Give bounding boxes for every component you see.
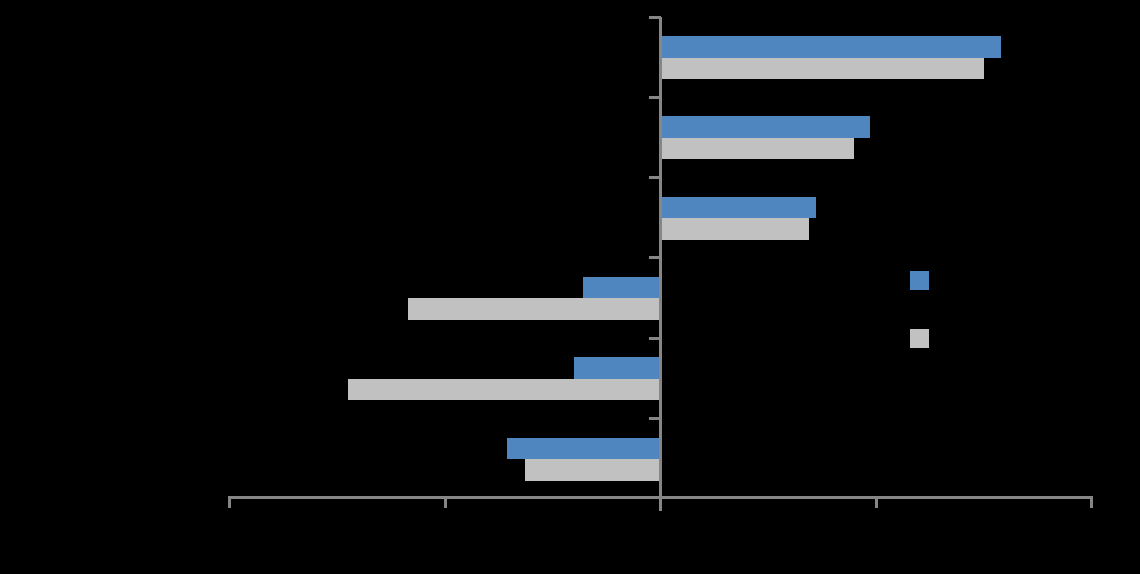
y-tick-3 [649,256,661,260]
x-tick-10 [874,499,878,508]
y-tick-0 [649,15,661,19]
x-axis-line [228,496,1093,499]
x-tick-20 [1090,499,1093,508]
y-axis-line [659,17,662,511]
bar-blue-cat0 [660,36,1001,58]
bar-gray-cat4 [348,378,661,401]
x-tick--10 [443,499,447,508]
x-tick--20 [228,499,231,508]
y-tick-4 [649,336,661,340]
bar-gray-cat3 [408,298,661,320]
bar-blue-cat4 [574,357,661,379]
y-tick-2 [649,176,661,180]
bar-blue-cat1 [660,116,870,138]
y-tick-1 [649,95,661,99]
x-tick-0 [659,499,662,508]
bar-gray-cat1 [660,137,855,160]
bar-gray-cat5 [524,459,661,481]
bar-blue-cat2 [660,196,816,219]
bar-gray-cat2 [660,218,810,240]
bar-blue-cat5 [507,437,661,460]
bar-blue-cat3 [582,276,661,299]
y-tick-5 [649,417,661,421]
legend-swatch-series-1 [910,271,929,290]
legend-swatch-series-2 [910,329,929,348]
bar-gray-cat0 [660,57,984,79]
